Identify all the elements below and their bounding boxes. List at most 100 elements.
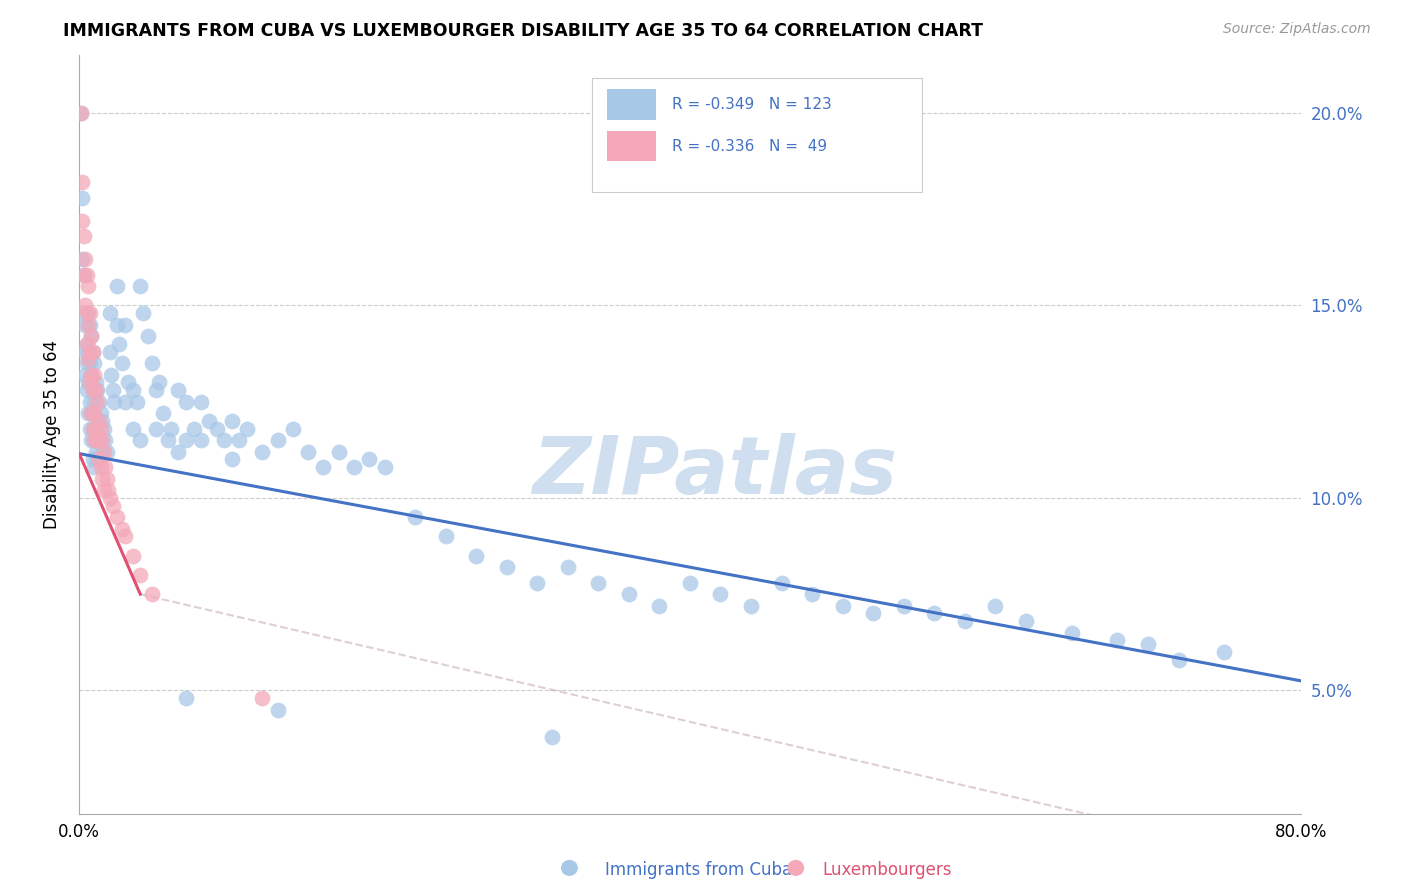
Point — [526, 575, 548, 590]
Point — [86, 383, 108, 397]
Point — [77, 318, 100, 332]
Point — [953, 614, 976, 628]
Point — [91, 444, 114, 458]
Point — [73, 268, 96, 282]
Point — [77, 306, 100, 320]
Point — [103, 394, 125, 409]
Point — [174, 433, 197, 447]
Point — [127, 394, 149, 409]
Point — [80, 433, 103, 447]
Point — [105, 510, 128, 524]
Point — [83, 460, 105, 475]
Point — [80, 368, 103, 382]
Point — [93, 483, 115, 498]
Point — [80, 329, 103, 343]
Point — [82, 383, 104, 397]
Point — [91, 414, 114, 428]
Point — [82, 421, 104, 435]
Point — [145, 383, 167, 397]
Point — [156, 433, 179, 447]
Point — [96, 472, 118, 486]
Point — [83, 433, 105, 447]
Point — [617, 587, 640, 601]
Point — [145, 421, 167, 435]
Point — [77, 279, 100, 293]
Point — [174, 394, 197, 409]
Point — [84, 376, 107, 390]
Point — [266, 703, 288, 717]
Text: R = -0.349   N = 123: R = -0.349 N = 123 — [672, 97, 831, 112]
Point — [82, 421, 104, 435]
Point — [121, 549, 143, 563]
Point — [221, 452, 243, 467]
Point — [83, 433, 105, 447]
Point — [984, 599, 1007, 613]
Point — [121, 383, 143, 397]
Point — [79, 356, 101, 370]
Point — [70, 213, 93, 227]
Point — [101, 383, 124, 397]
Point — [76, 306, 98, 320]
Point — [183, 421, 205, 435]
Point — [100, 368, 122, 382]
Point — [105, 318, 128, 332]
Point — [167, 444, 190, 458]
Point — [105, 279, 128, 293]
FancyBboxPatch shape — [607, 131, 655, 161]
Point — [83, 406, 105, 420]
Point — [75, 368, 97, 382]
Point — [98, 306, 121, 320]
Text: Immigrants from Cuba: Immigrants from Cuba — [605, 861, 792, 879]
Point — [312, 460, 335, 475]
Point — [159, 421, 181, 435]
Text: R = -0.336   N =  49: R = -0.336 N = 49 — [672, 138, 827, 153]
Point — [141, 356, 163, 370]
Point — [86, 421, 108, 435]
Point — [79, 394, 101, 409]
Point — [111, 522, 134, 536]
FancyBboxPatch shape — [607, 89, 655, 120]
Point — [96, 444, 118, 458]
Point — [228, 433, 250, 447]
Point — [94, 460, 117, 475]
Point — [190, 433, 212, 447]
Point — [129, 279, 152, 293]
Point — [117, 376, 139, 390]
Text: Luxembourgers: Luxembourgers — [823, 861, 952, 879]
Point — [557, 560, 579, 574]
Point — [70, 252, 93, 267]
Point — [1136, 637, 1159, 651]
Point — [80, 368, 103, 382]
Point — [70, 175, 93, 189]
Point — [75, 298, 97, 312]
Point — [252, 444, 274, 458]
Point — [679, 575, 702, 590]
Point — [69, 106, 91, 120]
Point — [108, 337, 131, 351]
Point — [84, 444, 107, 458]
Point — [75, 252, 97, 267]
Point — [236, 421, 259, 435]
Point — [80, 406, 103, 420]
Point — [831, 599, 853, 613]
Point — [252, 691, 274, 706]
Point — [86, 394, 108, 409]
Point — [82, 452, 104, 467]
Point — [801, 587, 824, 601]
Point — [541, 730, 564, 744]
Point — [328, 444, 350, 458]
Point — [86, 433, 108, 447]
Point — [434, 529, 457, 543]
Point — [70, 191, 93, 205]
Point — [893, 599, 915, 613]
Point — [212, 433, 235, 447]
Point — [73, 268, 96, 282]
Point — [90, 421, 112, 435]
Point — [465, 549, 488, 563]
Point — [1107, 633, 1129, 648]
Point — [281, 421, 304, 435]
Point — [174, 691, 197, 706]
Point — [1213, 645, 1236, 659]
Point — [79, 306, 101, 320]
Point — [343, 460, 366, 475]
